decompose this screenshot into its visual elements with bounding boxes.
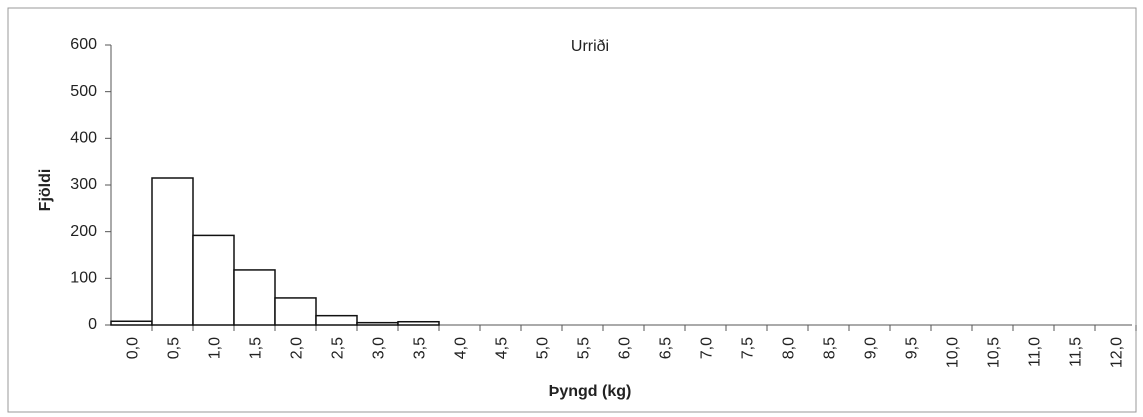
bar [110, 320, 153, 326]
bar [192, 234, 235, 326]
chart-frame [7, 7, 1137, 413]
x-tick-label: 10,0 [945, 337, 962, 368]
y-tick-label: 400 [70, 130, 97, 147]
x-tick-label: 11,0 [1027, 337, 1044, 367]
bar [356, 321, 399, 326]
x-tick-label: 11,5 [1068, 337, 1085, 367]
chart-title: Urriði [571, 38, 609, 55]
x-tick-label: 1,0 [207, 337, 224, 359]
y-tick-label: 300 [70, 176, 97, 193]
x-axis-label: Þyngd (kg) [549, 383, 632, 400]
x-tick-label: 3,5 [412, 337, 429, 359]
y-tick-label: 0 [88, 316, 97, 333]
x-tick-label: 2,0 [289, 337, 306, 359]
bar [151, 177, 194, 326]
y-tick-label: 100 [70, 270, 97, 287]
y-tick-label: 200 [70, 223, 97, 240]
x-tick-label: 5,5 [576, 337, 593, 359]
x-tick-label: 7,0 [699, 337, 716, 359]
x-tick-label: 4,0 [453, 337, 470, 359]
bar [397, 320, 440, 326]
x-tick-label: 0,5 [166, 337, 183, 359]
x-tick-label: 9,5 [904, 337, 921, 359]
x-tick-label: 8,5 [822, 337, 839, 359]
x-tick-label: 6,5 [658, 337, 675, 359]
x-tick-label: 8,0 [781, 337, 798, 359]
x-tick-label: 9,0 [863, 337, 880, 359]
x-tick-label: 10,5 [986, 337, 1003, 368]
x-tick-label: 3,0 [371, 337, 388, 359]
y-axis-label: Fjöldi [37, 169, 54, 212]
x-tick-label: 7,5 [740, 337, 757, 359]
x-tick-label: 5,0 [535, 337, 552, 359]
x-tick-label: 4,5 [494, 337, 511, 359]
x-tick-label: 6,0 [617, 337, 634, 359]
bar [274, 297, 317, 326]
x-tick-label: 2,5 [330, 337, 347, 359]
bar [315, 314, 358, 326]
bar [233, 269, 276, 326]
x-tick-label: 12,0 [1109, 337, 1126, 368]
x-tick-label: 0,0 [125, 337, 142, 359]
x-tick-label: 1,5 [248, 337, 265, 359]
y-tick-label: 500 [70, 83, 97, 100]
y-tick-label: 600 [70, 36, 97, 53]
